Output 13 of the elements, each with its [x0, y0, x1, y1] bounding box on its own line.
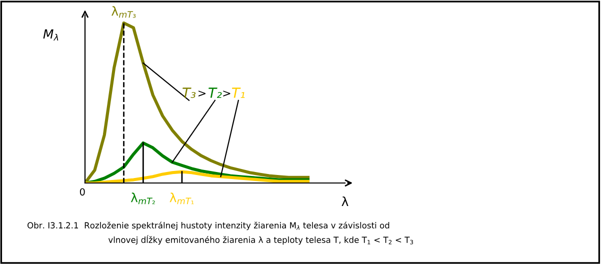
text: T₁ [232, 88, 245, 98]
text: λ$_{mT₂}$ [130, 192, 155, 204]
text: Obr. I3.1.2.1 Rozloženie spektrálnej hustoty intenzity žiarenia M$_{λ}$ telesa v závislosti od [28, 222, 390, 230]
annotation: > [198, 90, 206, 97]
text: T₂ [208, 88, 222, 98]
annotation: > [223, 90, 230, 97]
y-axis-title: M$_{λ}$ [43, 29, 58, 41]
series-label: T₃ [182, 88, 196, 98]
text: λ$_{mT₁}$ [170, 192, 194, 204]
text: 0 [80, 188, 85, 196]
text: vlnovej dĺžky emitovaného žiarenia λ a teploty telesa T, kde T$_{1}$ < T$_{2}$ < T$_{3}$ [108, 235, 414, 245]
text: λ$_{mT₃}$ [112, 6, 136, 18]
x-axis-title: λ [342, 196, 348, 206]
